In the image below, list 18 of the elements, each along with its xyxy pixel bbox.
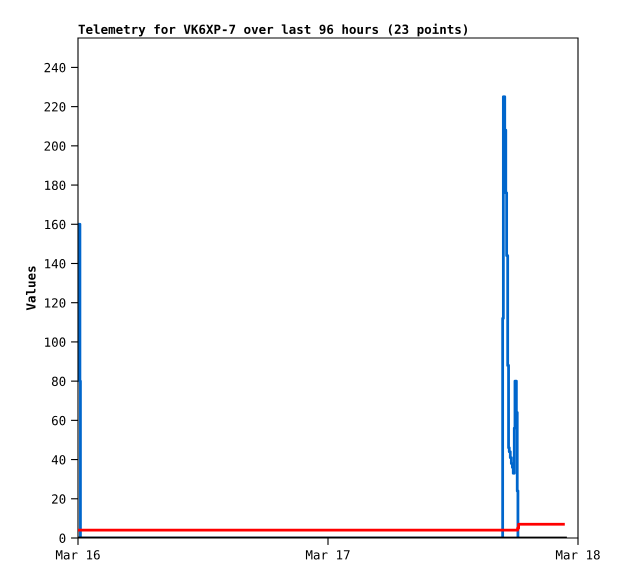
x-tick-label: Mar 18 xyxy=(556,550,600,560)
y-tick-label: 120 xyxy=(45,298,66,308)
y-tick-label: 20 xyxy=(52,494,66,504)
y-tick-label: 180 xyxy=(45,180,66,190)
chart-title: Telemetry for VK6XP-7 over last 96 hours (23 points) xyxy=(78,24,467,36)
x-tick-label: Mar 16 xyxy=(56,550,100,560)
y-tick-label: 160 xyxy=(45,220,66,230)
y-tick-label: 240 xyxy=(44,62,66,72)
y-tick-label: 80 xyxy=(52,376,66,386)
y-tick-label: 220 xyxy=(44,102,66,112)
y-tick-label: 140 xyxy=(45,258,66,268)
y-tick-label: 60 xyxy=(52,416,66,426)
y-axis-title: Values xyxy=(26,266,36,310)
y-tick-label: 40 xyxy=(52,455,66,465)
x-tick-label: Mar 17 xyxy=(306,550,350,560)
y-tick-label: 0 xyxy=(59,534,66,543)
y-tick-label: 100 xyxy=(45,337,66,347)
y-tick-label: 200 xyxy=(44,141,66,151)
